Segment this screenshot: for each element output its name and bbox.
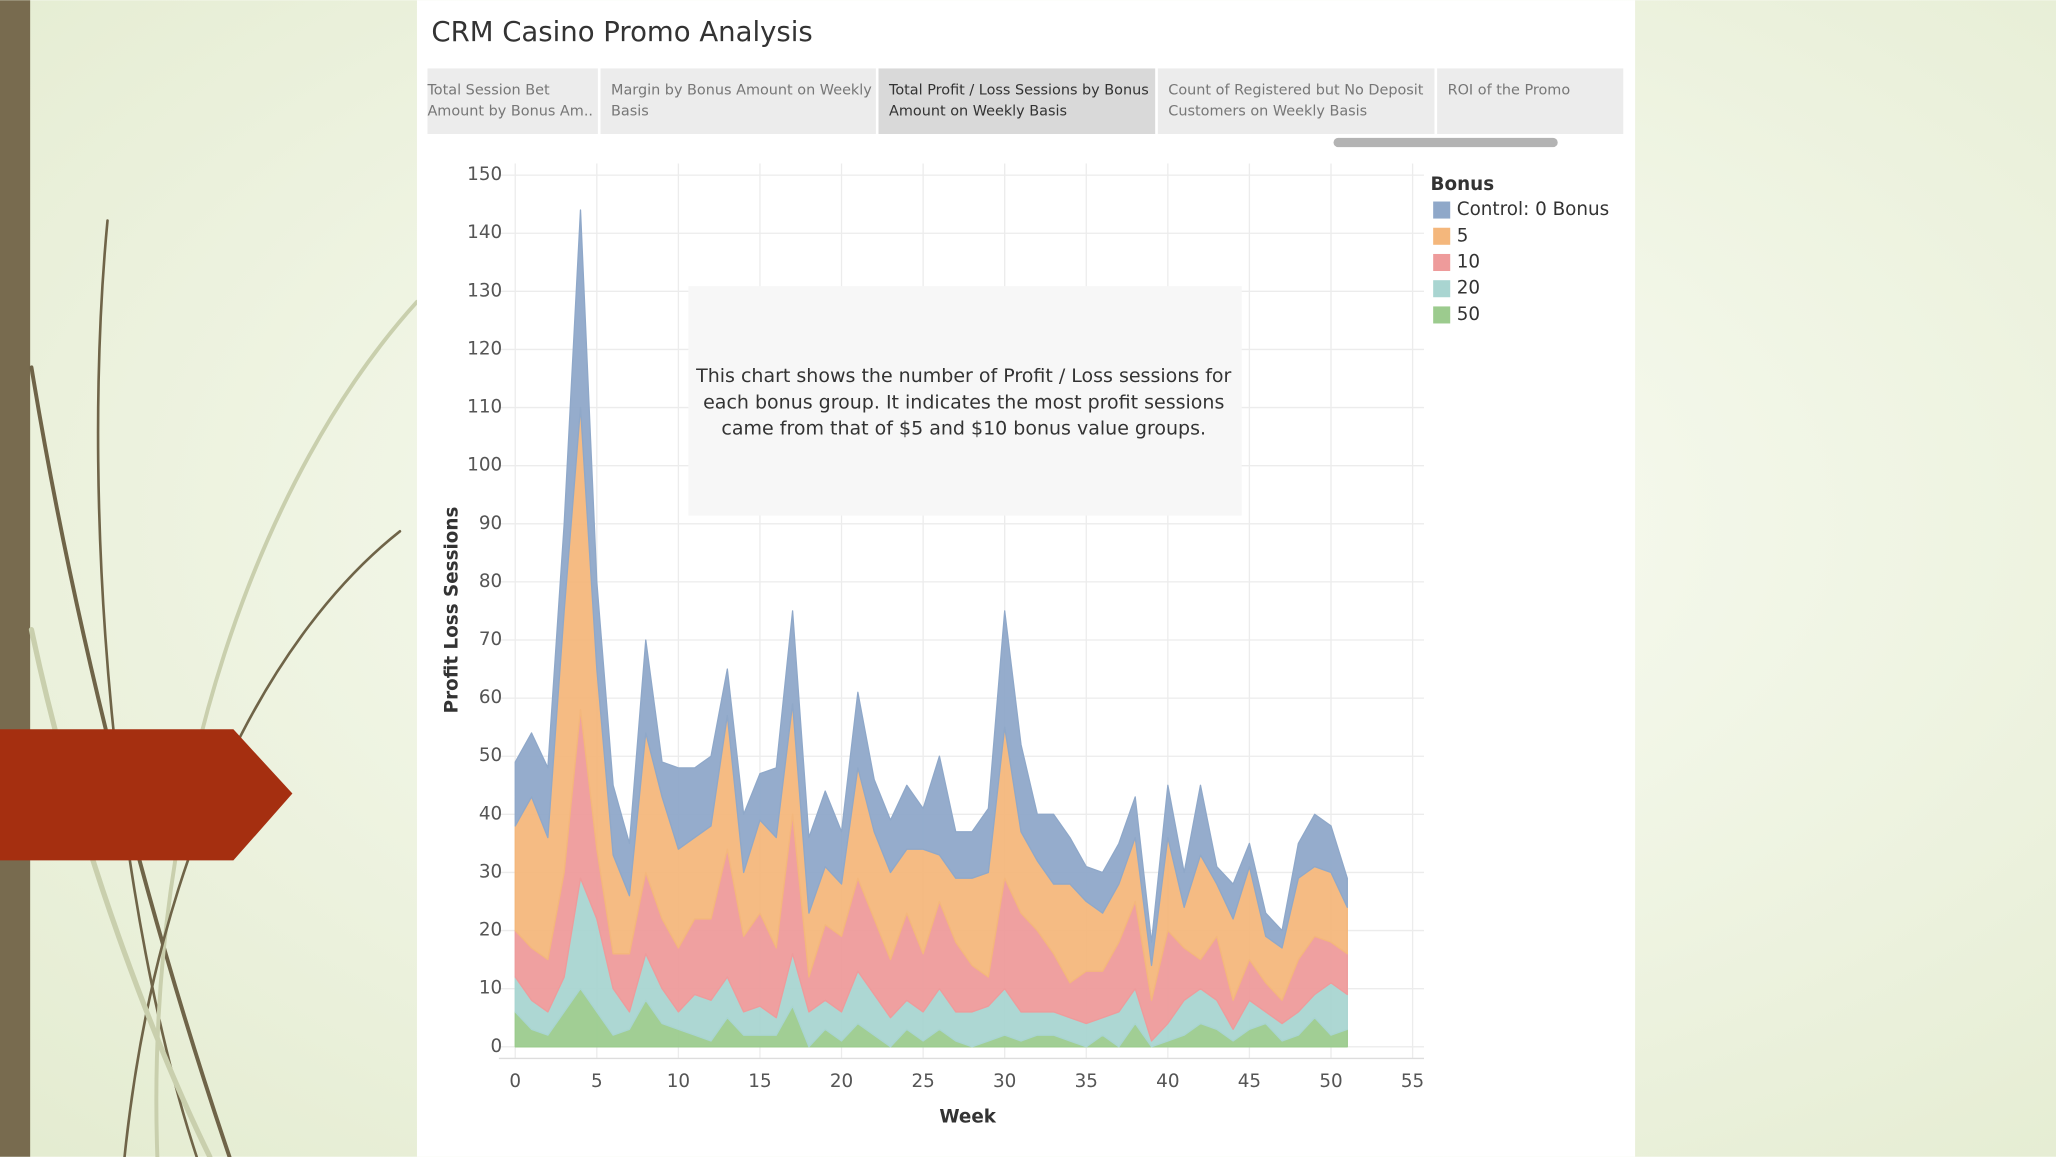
annotation-text: came from that of $5 and $10 bonus value… bbox=[721, 418, 1206, 440]
tab-label[interactable]: Total Profit / Loss Sessions by Bonus bbox=[888, 83, 1149, 99]
legend-swatch[interactable] bbox=[1433, 227, 1451, 245]
tab[interactable] bbox=[427, 68, 598, 134]
area bbox=[514, 209, 1348, 967]
legend-label[interactable]: 50 bbox=[1457, 304, 1480, 325]
legend-title: Bonus bbox=[1431, 174, 1495, 195]
annotation-box bbox=[688, 286, 1242, 516]
tab-label[interactable]: Total Session Bet bbox=[426, 83, 550, 99]
x-tick-label: 40 bbox=[1156, 1071, 1179, 1092]
y-tick-label: 60 bbox=[479, 687, 502, 708]
tab-label[interactable]: Amount on Weekly Basis bbox=[889, 104, 1067, 120]
arrow-shape bbox=[0, 729, 293, 861]
x-tick-label: 30 bbox=[993, 1071, 1016, 1092]
legend-label[interactable]: Control: 0 Bonus bbox=[1457, 199, 1609, 220]
legend-swatch[interactable] bbox=[1433, 306, 1451, 324]
y-tick-label: 20 bbox=[479, 920, 502, 941]
y-tick-label: 70 bbox=[479, 629, 502, 650]
y-tick-label: 130 bbox=[467, 280, 502, 301]
x-tick-label: 25 bbox=[911, 1071, 934, 1092]
y-tick-label: 30 bbox=[479, 861, 502, 882]
tab[interactable] bbox=[878, 68, 1156, 134]
tab[interactable] bbox=[1157, 68, 1435, 134]
y-axis-label: Profit Loss Sessions bbox=[441, 507, 462, 714]
legend-label[interactable]: 10 bbox=[1457, 251, 1480, 272]
x-axis-label: Week bbox=[939, 1106, 996, 1127]
x-tick-label: 55 bbox=[1401, 1071, 1424, 1092]
annotation-text: each bonus group. It indicates the most … bbox=[703, 391, 1224, 413]
y-tick-label: 0 bbox=[491, 1036, 503, 1057]
tab[interactable] bbox=[600, 68, 876, 134]
x-tick-label: 50 bbox=[1319, 1071, 1342, 1092]
y-tick-label: 90 bbox=[479, 513, 502, 534]
legend-swatch[interactable] bbox=[1433, 201, 1451, 219]
y-tick-label: 110 bbox=[467, 397, 502, 418]
legend-swatch[interactable] bbox=[1433, 280, 1451, 298]
x-tick-label: 35 bbox=[1075, 1071, 1098, 1092]
y-tick-label: 140 bbox=[467, 222, 502, 243]
legend-swatch[interactable] bbox=[1433, 253, 1451, 272]
tab-label[interactable]: Margin by Bonus Amount on Weekly bbox=[611, 83, 872, 99]
annotation-text: This chart shows the number of Profit / … bbox=[695, 365, 1231, 387]
x-tick-label: 0 bbox=[509, 1071, 521, 1092]
x-tick-label: 20 bbox=[830, 1071, 853, 1092]
x-tick-label: 15 bbox=[748, 1071, 771, 1092]
y-tick-label: 50 bbox=[479, 745, 502, 766]
tab-bar: Total Session Bet Amount by Bonus Am.. Mar… bbox=[426, 68, 1624, 134]
y-tick-label: 40 bbox=[479, 803, 502, 824]
legend-label[interactable]: 5 bbox=[1457, 225, 1469, 246]
y-tick-label: 80 bbox=[479, 571, 502, 592]
x-tick-label: 5 bbox=[591, 1071, 603, 1092]
x-tick-label: 10 bbox=[667, 1071, 690, 1092]
side-strip bbox=[0, 0, 31, 1157]
y-tick-label: 100 bbox=[467, 455, 502, 476]
y-tick-label: 120 bbox=[467, 338, 502, 359]
chart: 0 10 20 30 40 50 60 70 80 90 100 110 120 130 140 150 0 5 1… bbox=[441, 163, 1424, 1127]
y-tick-label: 10 bbox=[479, 978, 502, 999]
tab[interactable] bbox=[1437, 68, 1624, 134]
legend-label[interactable]: 20 bbox=[1457, 278, 1480, 299]
scrollbar[interactable] bbox=[1333, 137, 1558, 148]
tab-label[interactable]: Customers on Weekly Basis bbox=[1168, 104, 1367, 120]
x-tick-label: 45 bbox=[1238, 1071, 1261, 1092]
tab-label[interactable]: Basis bbox=[611, 104, 649, 120]
dashboard-title: CRM Casino Promo Analysis bbox=[431, 16, 812, 48]
y-tick-label: 150 bbox=[467, 164, 502, 185]
tab-label[interactable]: Count of Registered but No Deposit bbox=[1168, 83, 1424, 99]
tab-label[interactable]: ROI of the Promo bbox=[1448, 83, 1571, 99]
tab-label[interactable]: Amount by Bonus Am.. bbox=[427, 104, 593, 120]
